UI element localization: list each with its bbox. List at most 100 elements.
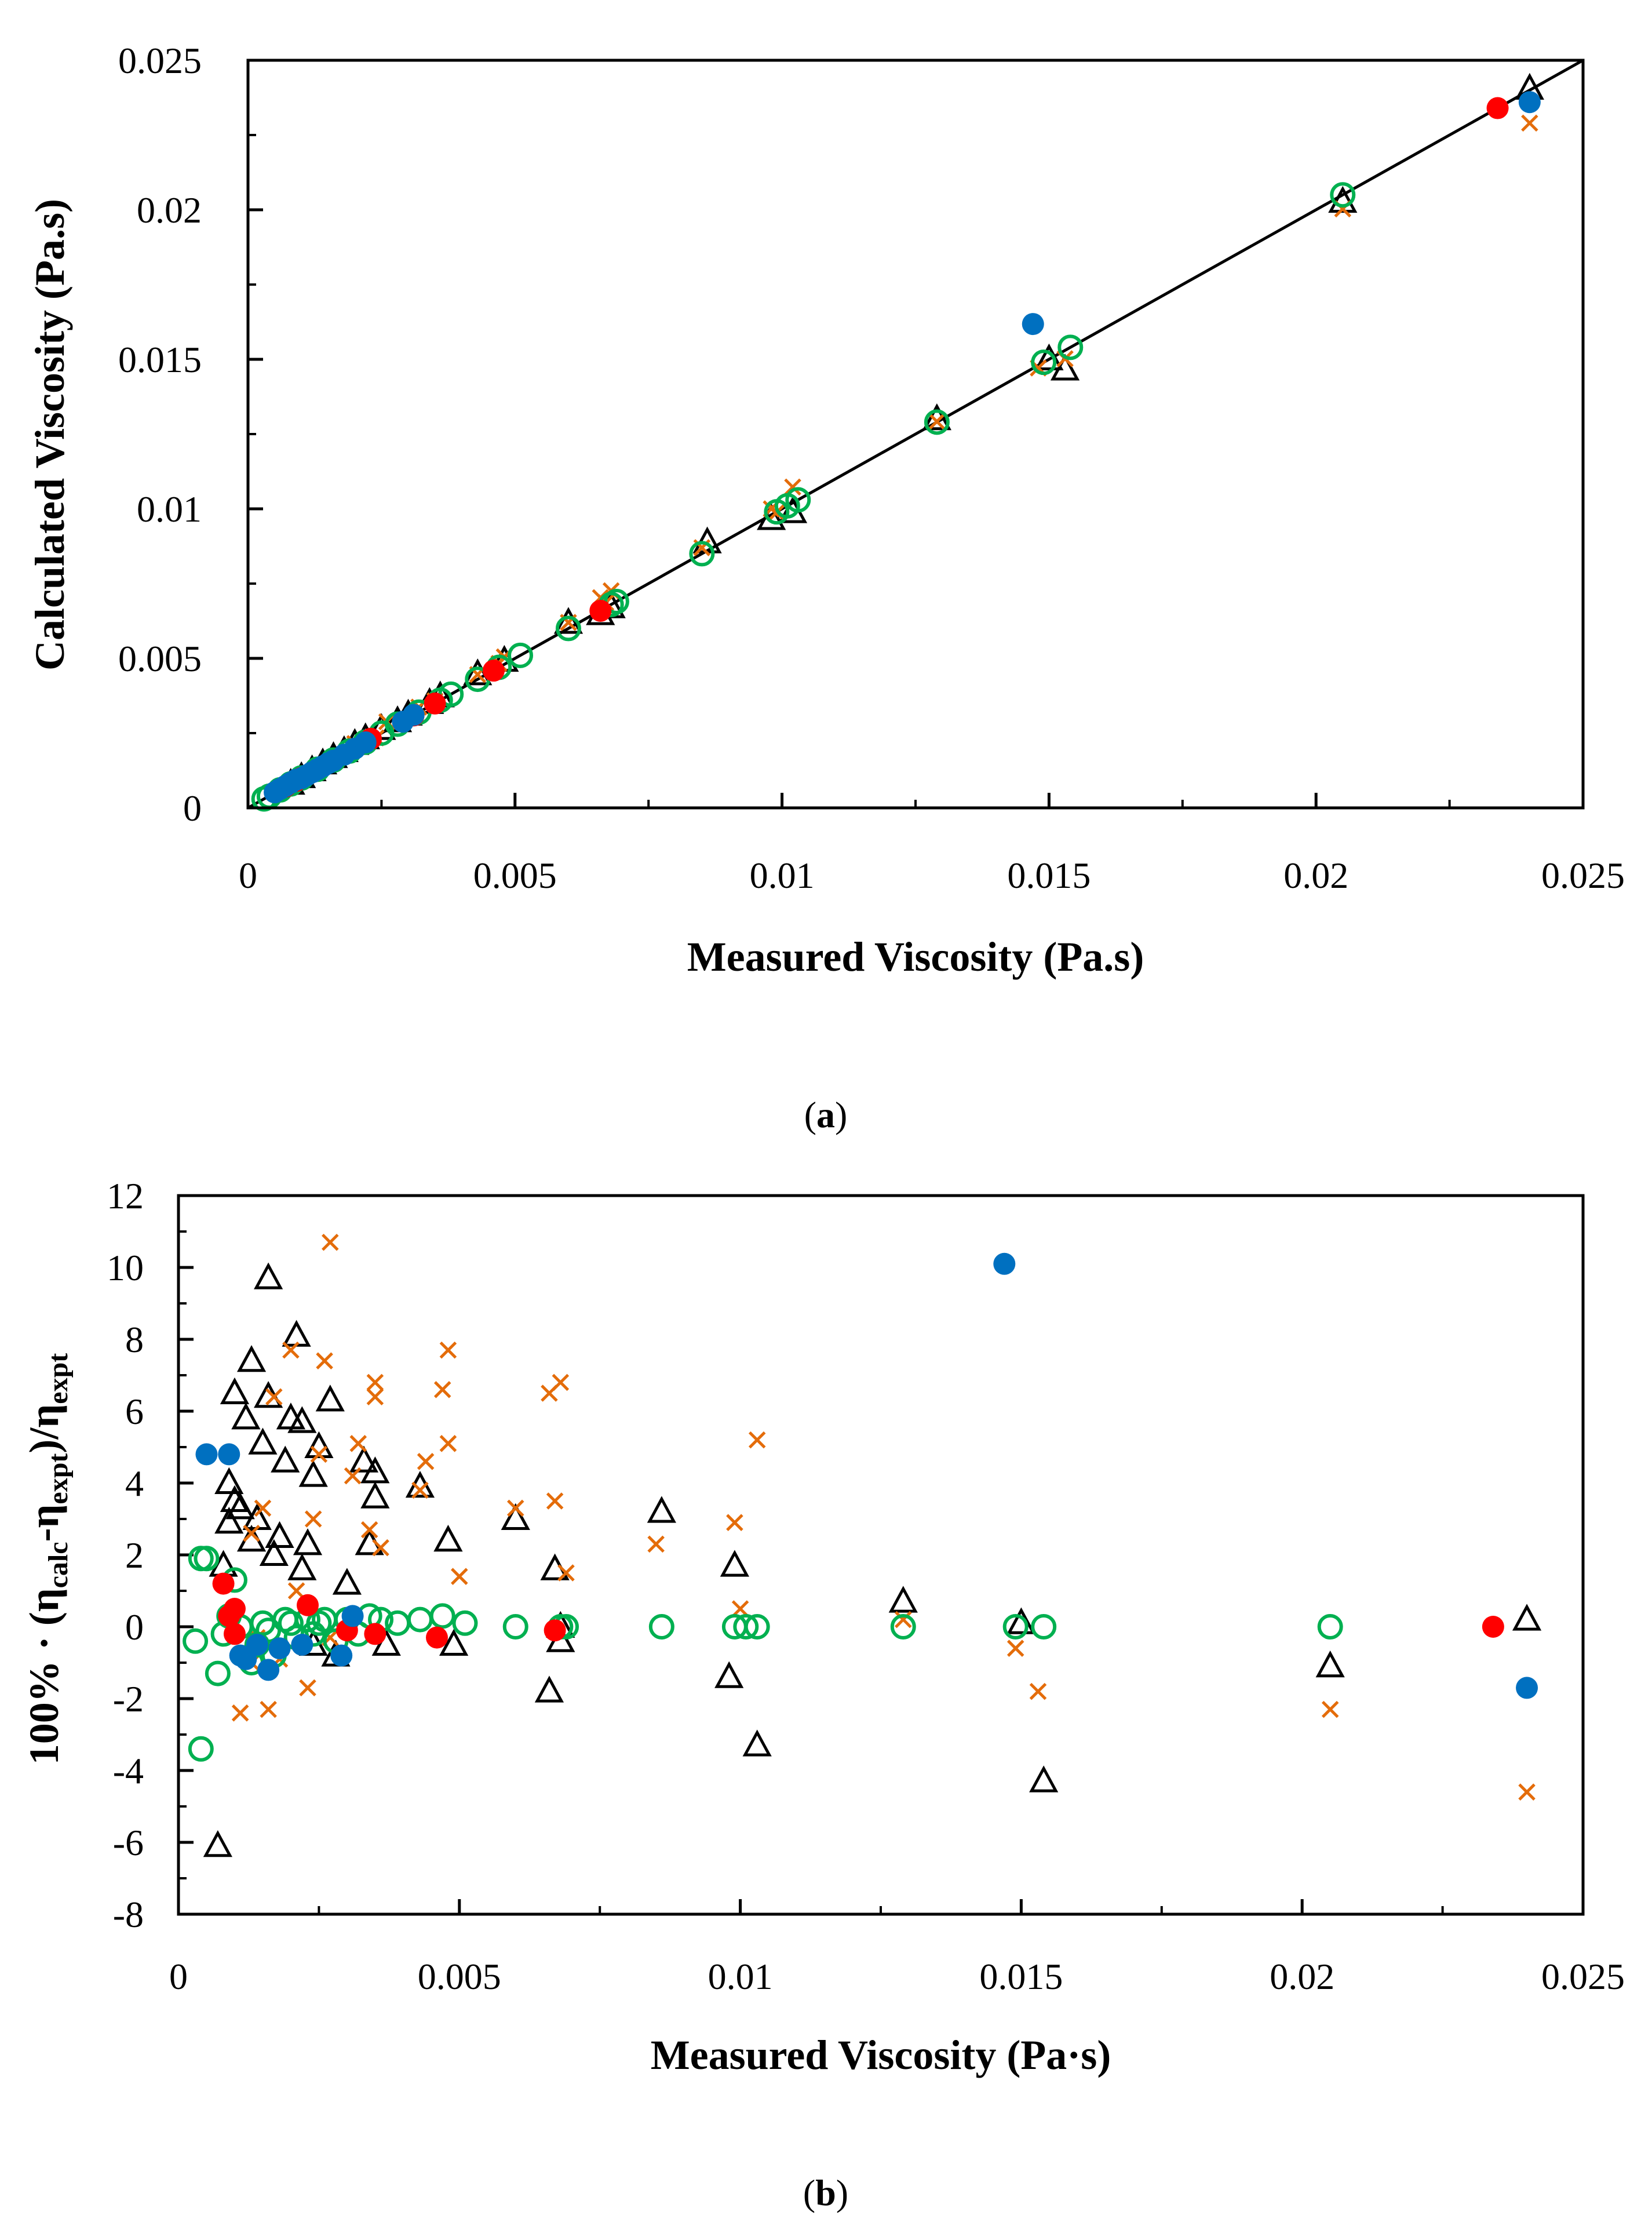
data-point [231, 1402, 261, 1430]
panel-b-ticks [177, 1194, 1585, 1916]
data-point [402, 704, 425, 726]
panel-a-caption-letter: a [816, 1094, 835, 1135]
data-point [214, 1506, 244, 1534]
panel-b-y-title-sub-calc: calc [43, 1542, 74, 1588]
y-tick-label: 0.01 [137, 489, 202, 530]
data-point [501, 1503, 530, 1530]
panel-b-x-axis-title: Measured Viscosity (Pa·s) [651, 2032, 1111, 2078]
data-point [1482, 1616, 1504, 1638]
data-point [1328, 185, 1358, 213]
data-point [330, 1644, 353, 1667]
data-point [1031, 349, 1057, 376]
data-point [205, 1660, 231, 1686]
data-point [298, 1460, 328, 1487]
y-tick-label: -6 [113, 1822, 144, 1863]
data-point [451, 1568, 468, 1585]
data-point [748, 1431, 766, 1449]
data-point [231, 1704, 249, 1722]
data-point [502, 1614, 528, 1640]
data-point [544, 1619, 566, 1642]
data-point [304, 1510, 322, 1528]
data-point [188, 1736, 214, 1762]
data-point [452, 1610, 478, 1636]
panel-a-chart: 0 0.005 0.01 0.015 0.02 0.025 0 0.005 0.01 0.015 0… [27, 40, 1625, 980]
data-point [1029, 1682, 1047, 1700]
series-triangle-open [203, 1262, 1542, 1857]
data-point [183, 1628, 209, 1654]
data-point [1031, 1614, 1057, 1640]
data-point [1521, 114, 1538, 132]
data-point [890, 1614, 916, 1640]
data-point [689, 541, 715, 567]
panel-b-y-title-sub-expt1: expt [43, 1453, 74, 1504]
data-point [648, 1614, 674, 1640]
data-point [433, 1524, 463, 1552]
y-tick-label: -8 [113, 1894, 144, 1935]
panel-a-caption: (a) [804, 1094, 848, 1135]
data-point [1317, 1614, 1343, 1640]
y-tick-label: 0.025 [118, 40, 202, 81]
data-point [546, 1492, 564, 1510]
data-point [888, 1586, 918, 1613]
data-point [214, 1467, 244, 1494]
data-point [195, 1443, 218, 1466]
data-point [1057, 334, 1084, 360]
data-point [259, 1539, 289, 1566]
data-point [293, 1528, 323, 1555]
data-point [341, 1605, 364, 1627]
panel-b-caption-letter: b [815, 2172, 836, 2213]
data-point [1512, 1604, 1542, 1631]
data-point [895, 1611, 912, 1628]
data-point [417, 1453, 435, 1470]
data-point [332, 1568, 362, 1595]
data-point [194, 1546, 220, 1572]
data-point [1516, 1677, 1538, 1699]
data-point [268, 1637, 291, 1660]
data-point [220, 1485, 250, 1512]
data-point [360, 1521, 378, 1539]
y-tick-label: -4 [113, 1750, 144, 1791]
data-point [742, 1729, 772, 1757]
x-tick-label: 0 [239, 855, 257, 896]
panel-b-data-points [183, 1233, 1542, 1857]
data-point [297, 1594, 319, 1616]
data-point [260, 1700, 277, 1718]
panel-a-tick-labels: 0 0.005 0.01 0.015 0.02 0.025 0 0.005 0.01 0.015 0… [118, 40, 1625, 896]
data-point [508, 642, 534, 668]
data-point [278, 1610, 304, 1636]
panel-b-plot-frame [177, 1194, 1585, 1916]
series-circle-filled [195, 1252, 1538, 1699]
panel-a-plot-frame [246, 59, 1585, 810]
data-point [1050, 354, 1080, 381]
data-point [714, 1661, 744, 1688]
y-tick-label: 0 [183, 788, 202, 829]
data-point [1315, 1650, 1345, 1678]
data-point [924, 409, 950, 435]
panel-b-tick-labels: 0 0.005 0.01 0.015 0.02 0.025 -8 -6 -4 -2 0 2 4 6 8 10 1… [107, 1175, 1625, 1997]
data-point [1321, 1700, 1339, 1718]
data-point [310, 1445, 328, 1463]
data-point [726, 1514, 743, 1531]
x-tick-label: 0.02 [1283, 855, 1348, 896]
data-point [506, 1499, 524, 1517]
data-point [287, 1406, 317, 1433]
x-tick-label: 0.015 [979, 1956, 1063, 1997]
x-tick-label: 0.01 [750, 855, 815, 896]
data-point [731, 1600, 749, 1617]
data-point [439, 1628, 469, 1656]
data-point [291, 1634, 313, 1656]
panel-b-y-title-close: )/η [21, 1404, 67, 1453]
panel-b-chart: 0 0.005 0.01 0.015 0.02 0.025 -8 -6 -4 -2 0 2 4 6 8 10 1… [21, 1175, 1625, 2078]
data-point [299, 1679, 316, 1697]
data-point [1486, 97, 1509, 119]
data-point [647, 1535, 665, 1553]
data-point [1330, 182, 1356, 208]
data-point [1006, 1640, 1024, 1657]
data-point [372, 1539, 389, 1557]
panel-a-y-axis-title: Calculated Viscosity (Pa.s) [27, 199, 73, 671]
data-point [287, 1582, 305, 1600]
data-point [552, 1374, 570, 1391]
x-tick-label: 0.025 [1541, 855, 1625, 896]
panel-b-y-title-prefix: 100% · (η [21, 1588, 67, 1765]
